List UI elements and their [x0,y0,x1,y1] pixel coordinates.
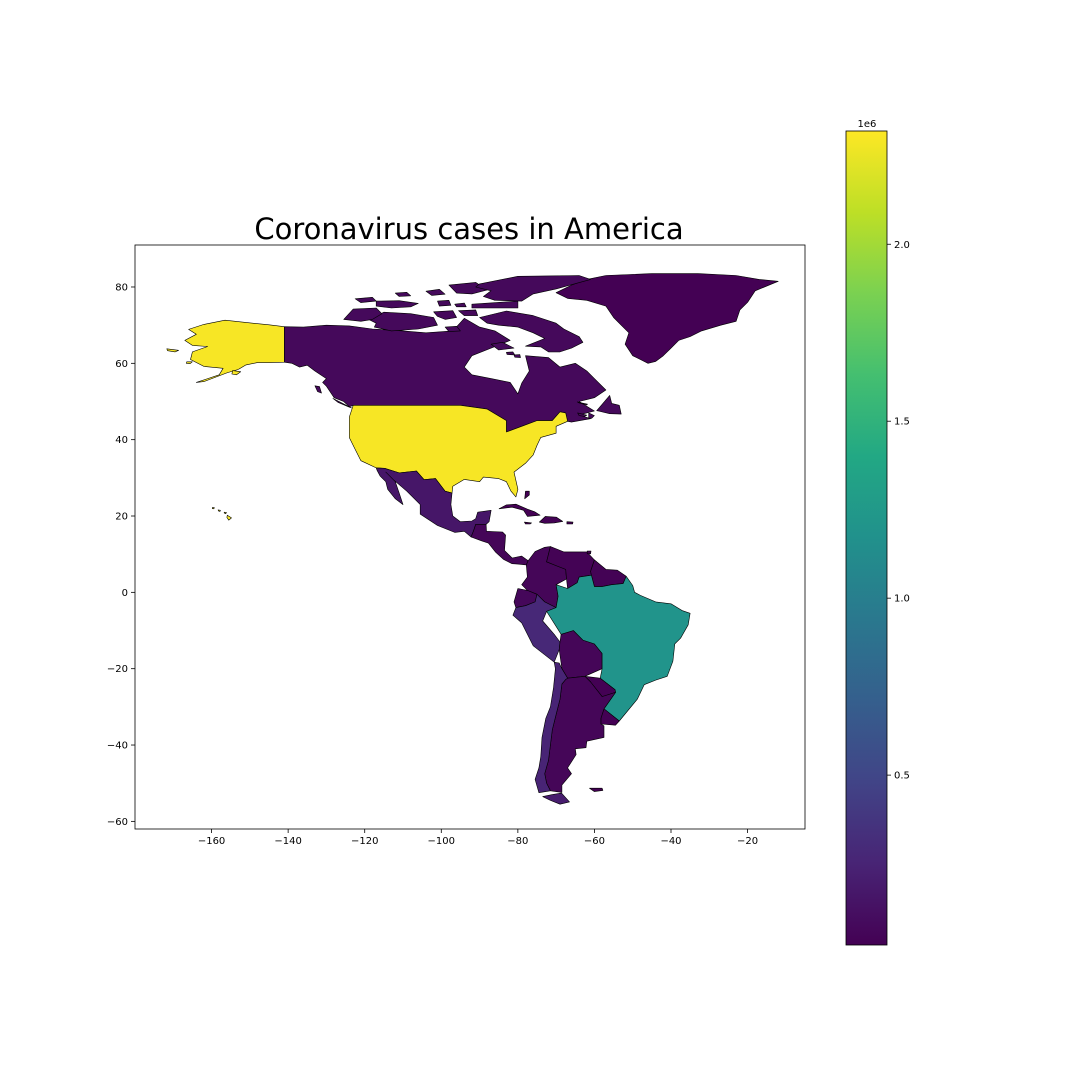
region-prince-of-wales [433,310,457,320]
region-central-america [470,524,529,566]
x-tick-label: −80 [507,836,528,847]
x-tick-label: −40 [660,836,681,847]
region-victoria [368,311,438,332]
colorbar-tick-label: 2.0 [894,240,910,251]
region-mansel [513,354,521,358]
x-tick-label: −100 [428,836,455,847]
region-alaska [184,319,285,383]
region-pei [577,412,588,417]
colorbar-tick-label: 1.0 [894,594,910,605]
region-bathurst [437,299,452,307]
region-hispaniola [538,516,564,524]
region-king-william [444,325,461,332]
region-falklands [589,787,604,792]
region-ellef-ringnes [425,288,446,296]
region-cornwallis [454,302,467,308]
region-prince-patrick [354,296,377,303]
colorbar-tick-label: 0.5 [894,771,910,782]
region-somerset [458,309,479,316]
region-vancouver-island [332,398,353,409]
region-southampton [490,341,515,351]
map-axes-frame [134,244,806,830]
y-tick-label: −40 [107,741,128,752]
region-canada [283,317,607,433]
region-devon [471,300,519,309]
region-puerto-rico [566,521,574,525]
region-hawaii-maui [223,511,227,515]
x-tick-label: −160 [198,836,225,847]
colorbar-tick-label: 1.5 [894,417,910,428]
region-cuba [498,503,541,517]
region-jamaica [524,521,532,525]
region-hawaii-kauai [212,507,215,510]
region-chile [534,661,568,794]
region-baffin [479,310,584,353]
region-nunivak [186,361,193,365]
x-axis: −160 −140 −120 −100 −80 −60 −40 −20 [198,829,758,847]
region-hawaii-oahu [217,509,221,512]
region-melville [375,300,419,309]
region-trinidad [586,550,592,555]
colorbar-multiplier-label: 1e6 [858,119,877,130]
region-coats [506,351,516,356]
x-tick-label: −140 [274,836,301,847]
region-ellesmere [475,275,591,302]
y-tick-label: 60 [115,359,128,370]
region-peru [512,593,561,663]
y-axis: 80 60 40 20 0 −20 −40 −60 [107,282,135,828]
x-tick-label: −120 [351,836,378,847]
x-tick-label: −60 [584,836,605,847]
region-greenland [555,273,779,364]
colorbar-ticks: 0.5 1.0 1.5 2.0 [887,240,910,782]
region-hawaii-big-island [226,514,232,521]
y-tick-label: 0 [122,588,128,599]
region-bahamas [524,490,530,500]
region-brazil [546,574,691,722]
chart-title: Coronavirus cases in America [254,212,683,246]
map-regions [166,273,779,805]
region-kodiak [231,370,241,376]
region-cape-breton [588,412,595,419]
region-borden [394,291,412,297]
y-tick-label: 40 [115,435,128,446]
region-banks [343,307,383,322]
region-newfoundland [596,395,622,415]
region-anticosti [576,401,588,406]
y-tick-label: −20 [107,664,128,675]
x-tick-label: −20 [737,836,758,847]
y-tick-label: 20 [115,512,128,523]
region-haida-gwaii [314,385,322,394]
colorbar [845,130,888,946]
region-st-lawrence-island [166,348,179,353]
y-tick-label: −60 [107,817,128,828]
y-tick-label: 80 [115,282,128,293]
region-tierra-del-fuego [542,792,570,805]
